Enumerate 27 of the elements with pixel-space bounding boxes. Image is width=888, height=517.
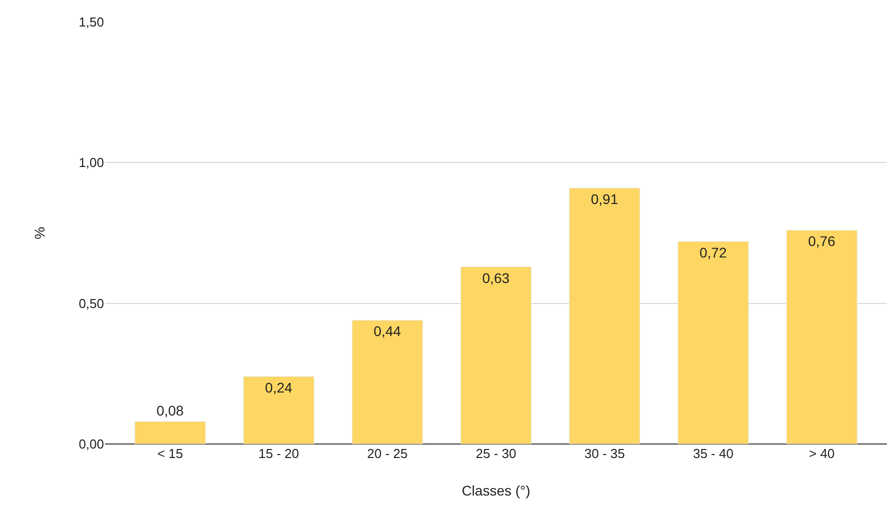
bar (569, 188, 640, 444)
bar (352, 320, 423, 444)
data-label: 0,63 (482, 270, 510, 286)
bar (786, 230, 858, 444)
x-axis-title: Classes (°) (462, 482, 530, 498)
data-label: 0,72 (699, 244, 727, 260)
bar (134, 421, 206, 444)
x-tick-label: 30 - 35 (584, 446, 625, 461)
y-axis-title: % (31, 226, 48, 240)
data-label: 0,91 (590, 190, 618, 207)
y-tick-label: 1,50 (78, 14, 104, 30)
bar (243, 376, 314, 444)
x-tick-label: < 15 (157, 446, 184, 461)
data-label: 0,08 (156, 402, 184, 418)
x-tick-label: 20 - 25 (367, 446, 408, 461)
x-tick-label: > 40 (808, 446, 835, 461)
bar (460, 266, 532, 444)
data-label: 0,76 (808, 233, 836, 250)
y-tick-label: 0,00 (78, 436, 104, 452)
y-tick-label: 0,50 (78, 296, 104, 311)
x-tick-label: 25 - 30 (476, 446, 516, 461)
bar (678, 241, 749, 444)
x-tick-label: 35 - 40 (692, 446, 734, 461)
data-label: 0,24 (265, 379, 293, 396)
data-label: 0,44 (374, 323, 402, 340)
y-tick-label: 1,00 (78, 155, 104, 170)
x-tick-label: 15 - 20 (258, 446, 300, 461)
